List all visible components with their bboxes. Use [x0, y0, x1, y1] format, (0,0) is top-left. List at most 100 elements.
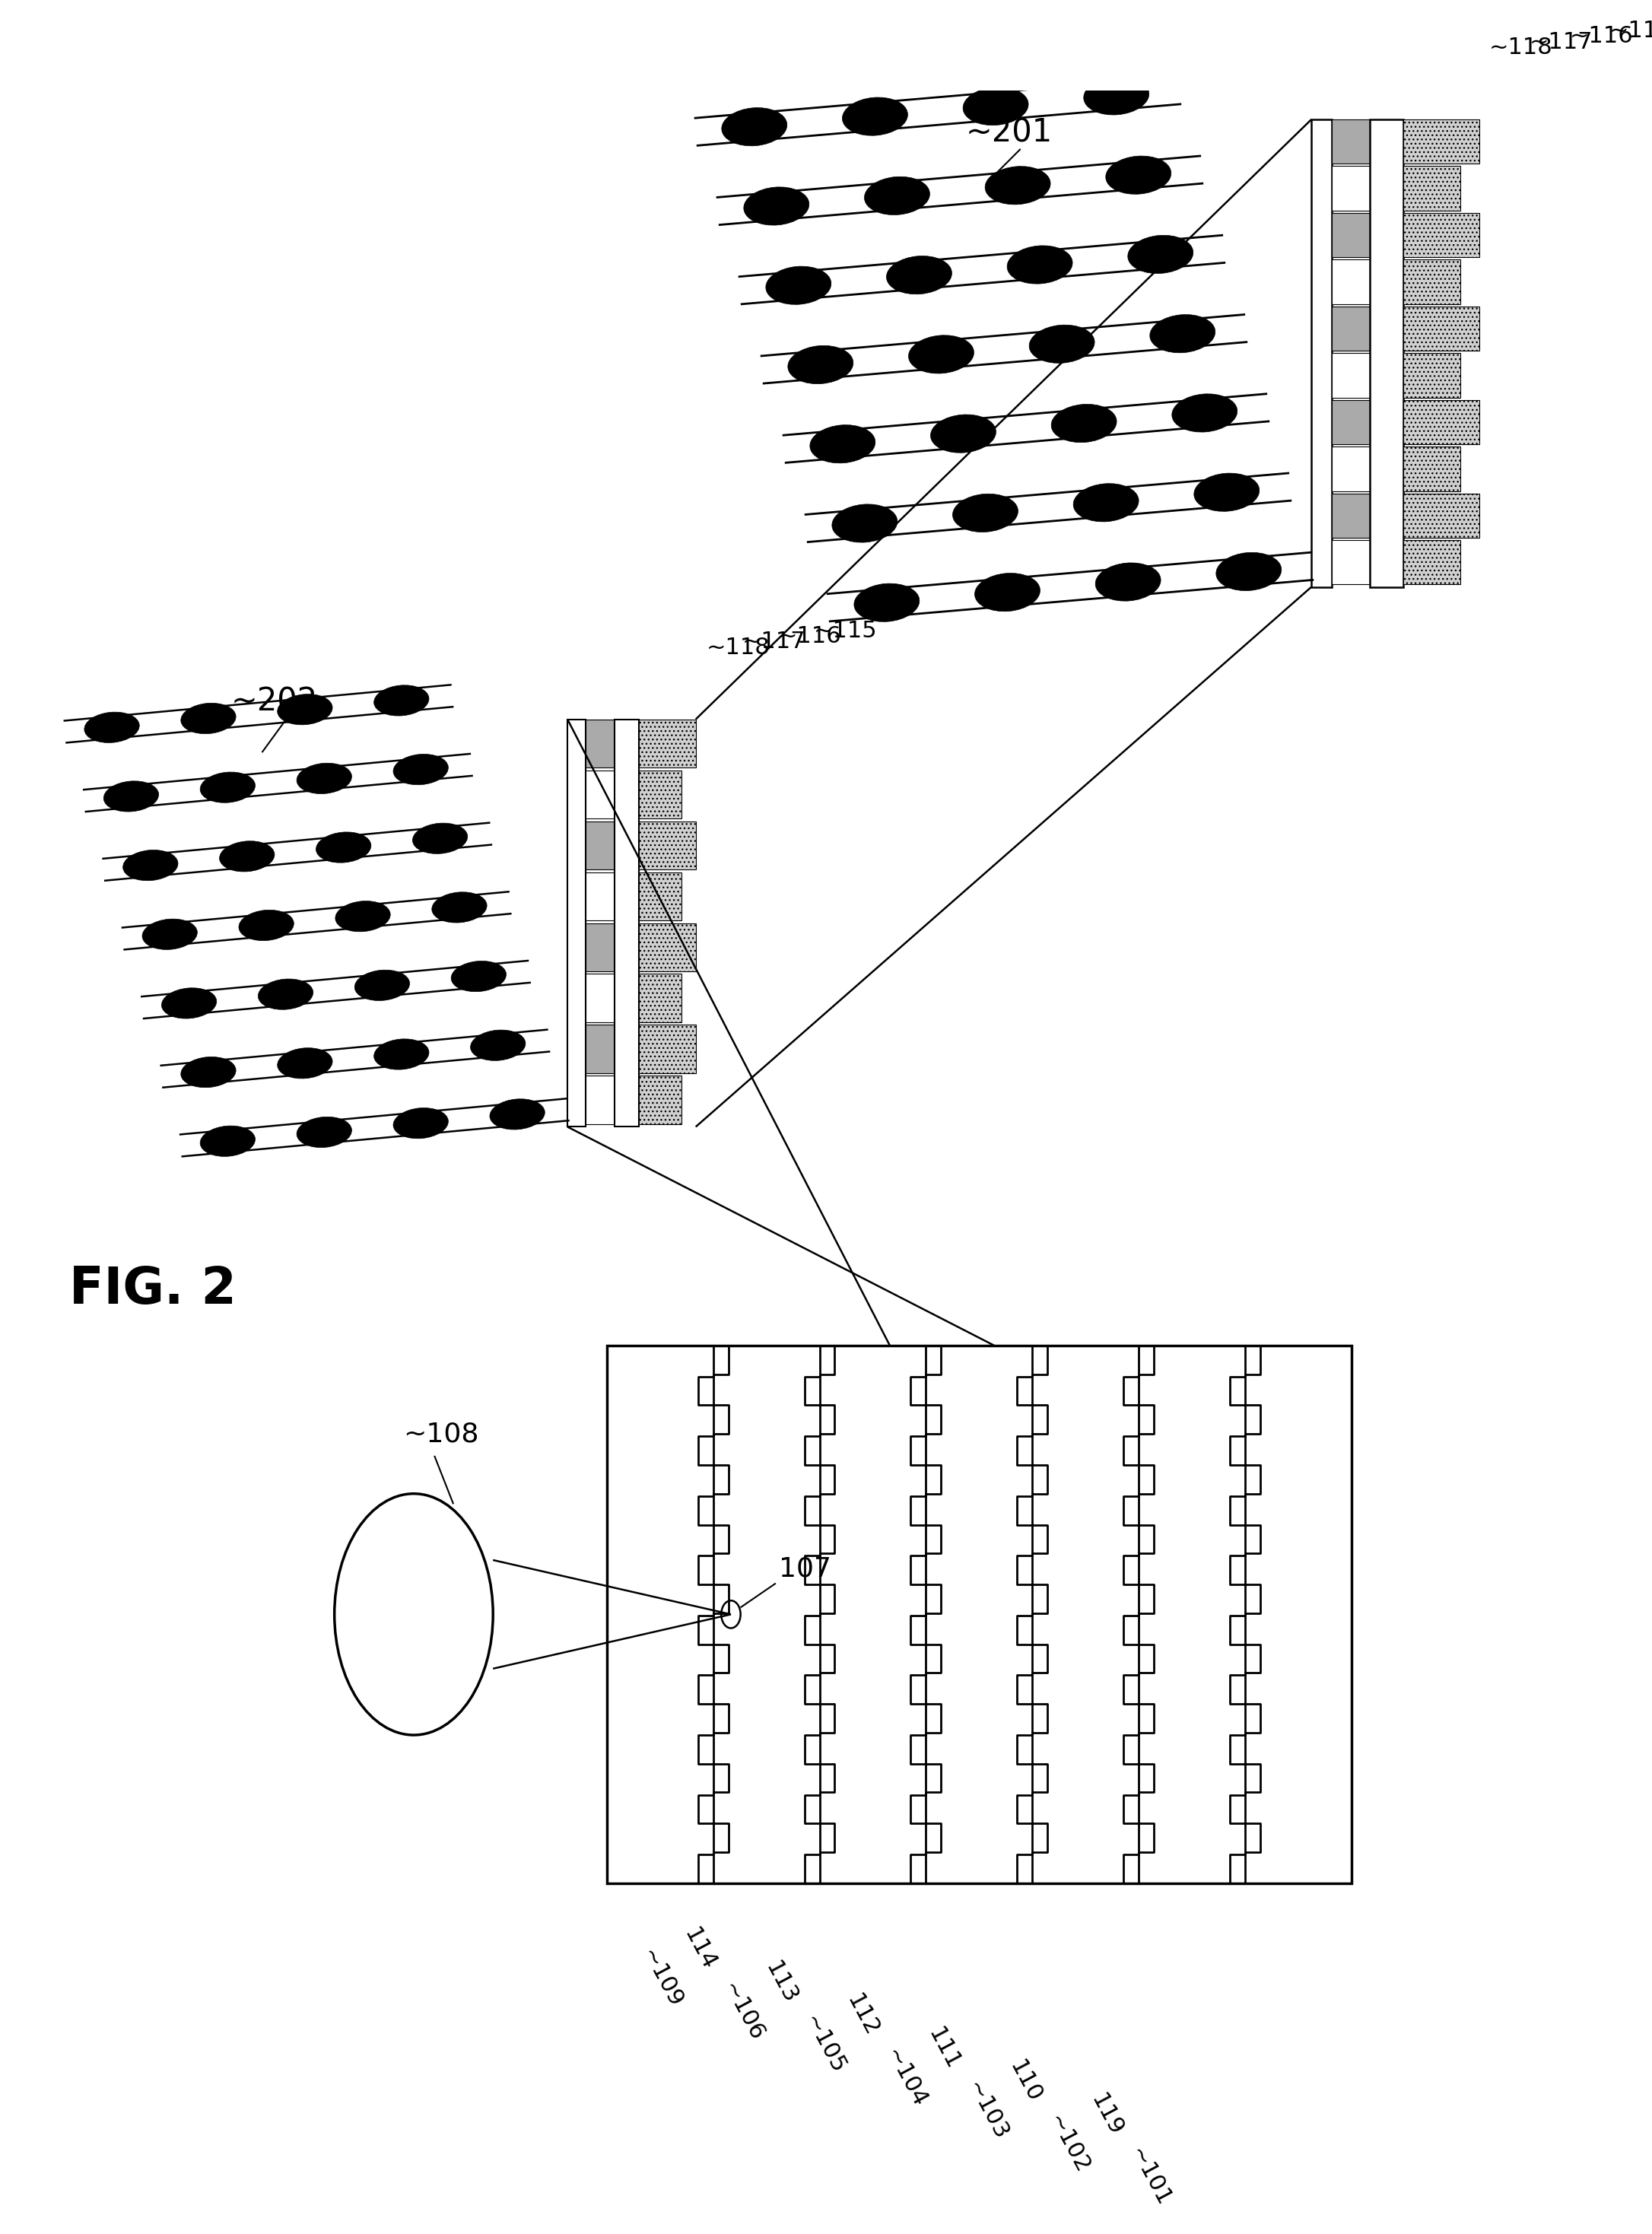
Bar: [639, 822, 695, 869]
Text: 110: 110: [1004, 2058, 1046, 2107]
Ellipse shape: [833, 505, 897, 543]
Bar: [639, 1077, 682, 1124]
Text: ~106: ~106: [719, 1979, 768, 2044]
Ellipse shape: [1171, 393, 1237, 431]
Ellipse shape: [1008, 246, 1072, 284]
Ellipse shape: [909, 335, 975, 373]
Ellipse shape: [843, 98, 907, 136]
Ellipse shape: [722, 107, 786, 145]
Ellipse shape: [220, 840, 274, 871]
Bar: [615, 719, 639, 1126]
Bar: [606, 1345, 1351, 1883]
Ellipse shape: [1051, 404, 1117, 442]
Text: ~201: ~201: [965, 116, 1052, 150]
Bar: [1332, 118, 1370, 163]
Bar: [1403, 494, 1479, 538]
Bar: [1332, 400, 1370, 445]
Bar: [1332, 259, 1370, 304]
Ellipse shape: [767, 266, 831, 304]
Text: ~118: ~118: [705, 637, 770, 659]
Ellipse shape: [489, 1099, 545, 1130]
Bar: [1403, 212, 1479, 257]
Ellipse shape: [393, 1108, 448, 1139]
Bar: [1332, 494, 1370, 538]
Bar: [639, 923, 695, 972]
Text: ~104: ~104: [882, 2044, 930, 2111]
Ellipse shape: [240, 909, 294, 941]
Ellipse shape: [985, 165, 1051, 206]
Text: ~109: ~109: [638, 1946, 687, 2013]
Bar: [1403, 118, 1479, 163]
Ellipse shape: [334, 1495, 492, 1736]
Ellipse shape: [451, 961, 506, 992]
Ellipse shape: [788, 346, 852, 384]
Text: ~101: ~101: [1125, 2145, 1175, 2209]
Text: ~116: ~116: [778, 626, 841, 648]
Bar: [1332, 541, 1370, 585]
Ellipse shape: [297, 1117, 352, 1148]
Ellipse shape: [278, 1048, 332, 1079]
Bar: [1332, 353, 1370, 398]
Ellipse shape: [316, 831, 372, 862]
Text: ~117: ~117: [1530, 31, 1593, 54]
Ellipse shape: [180, 704, 236, 733]
Text: ~103: ~103: [963, 2078, 1013, 2145]
Bar: [1403, 165, 1460, 210]
Bar: [1332, 447, 1370, 491]
Ellipse shape: [1029, 324, 1095, 364]
Text: ~105: ~105: [800, 2011, 849, 2078]
Ellipse shape: [355, 970, 410, 1001]
Bar: [639, 771, 682, 818]
Bar: [1403, 306, 1479, 351]
Text: ~102: ~102: [1044, 2111, 1094, 2178]
Ellipse shape: [278, 695, 332, 724]
Ellipse shape: [84, 713, 139, 742]
Ellipse shape: [180, 1057, 236, 1088]
Bar: [585, 822, 615, 869]
Text: ~117: ~117: [742, 630, 806, 652]
Text: ~108: ~108: [403, 1421, 479, 1448]
Ellipse shape: [809, 424, 876, 462]
Ellipse shape: [1194, 474, 1259, 512]
Ellipse shape: [297, 764, 352, 793]
Bar: [1403, 447, 1460, 491]
Ellipse shape: [864, 176, 930, 214]
Ellipse shape: [162, 987, 216, 1019]
Bar: [639, 719, 695, 768]
Ellipse shape: [200, 773, 254, 802]
Text: ~115: ~115: [814, 619, 877, 641]
Bar: [1403, 400, 1479, 445]
Ellipse shape: [258, 978, 314, 1010]
Ellipse shape: [373, 1039, 430, 1070]
Ellipse shape: [963, 87, 1028, 125]
Ellipse shape: [1074, 483, 1138, 523]
Ellipse shape: [953, 494, 1018, 532]
Text: 119: 119: [1087, 2091, 1127, 2140]
Ellipse shape: [413, 822, 468, 853]
Ellipse shape: [200, 1126, 254, 1157]
Ellipse shape: [1216, 552, 1282, 590]
Ellipse shape: [1095, 563, 1161, 601]
Ellipse shape: [1105, 156, 1171, 194]
Bar: [585, 974, 615, 1023]
Ellipse shape: [104, 782, 159, 811]
Bar: [1332, 212, 1370, 257]
Text: 114: 114: [679, 1926, 720, 1975]
Bar: [1370, 118, 1403, 588]
Text: 112: 112: [843, 1990, 882, 2040]
Bar: [639, 974, 682, 1023]
Text: 107: 107: [780, 1555, 831, 1582]
Ellipse shape: [854, 583, 920, 621]
Text: 111: 111: [923, 2024, 965, 2073]
Bar: [1332, 306, 1370, 351]
Bar: [585, 871, 615, 920]
Ellipse shape: [335, 900, 390, 932]
Ellipse shape: [431, 891, 487, 923]
Ellipse shape: [142, 918, 197, 949]
Bar: [1403, 353, 1460, 398]
Text: ~202: ~202: [231, 686, 317, 717]
Ellipse shape: [722, 1600, 740, 1629]
Ellipse shape: [930, 416, 996, 454]
Text: FIG. 2: FIG. 2: [69, 1264, 236, 1314]
Text: ~116: ~116: [1569, 25, 1632, 47]
